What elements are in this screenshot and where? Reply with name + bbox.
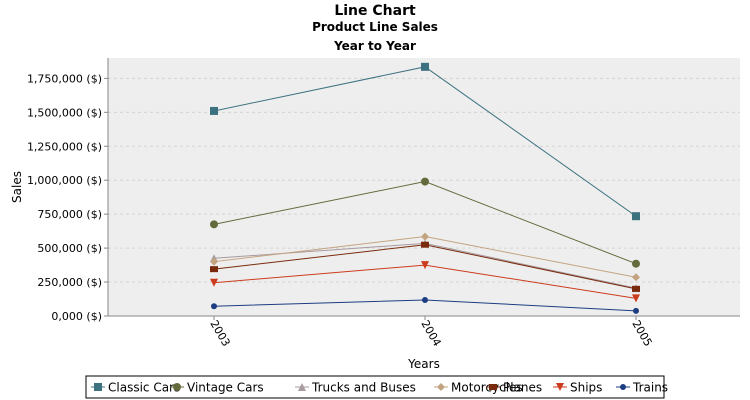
legend-label: Trucks and Buses bbox=[311, 381, 416, 395]
series-ships bbox=[210, 261, 640, 303]
series-vintage-cars bbox=[210, 177, 640, 268]
x-tick-label: 2005 bbox=[629, 318, 654, 349]
data-point-classic-cars bbox=[421, 62, 429, 71]
series-group bbox=[210, 62, 640, 314]
data-point-vintage-cars bbox=[632, 259, 640, 268]
y-tick-label: 500,000 ($) bbox=[37, 242, 102, 255]
data-point-vintage-cars bbox=[210, 220, 218, 229]
chart-title: Line Chart bbox=[334, 3, 416, 19]
legend-label: Classic Cars bbox=[108, 381, 180, 395]
data-point-trains bbox=[211, 303, 217, 310]
legend-item-ships: Ships bbox=[553, 381, 602, 395]
data-point-motorcycles bbox=[632, 273, 640, 282]
legend: Classic Cars Vintage Cars Trucks and Buses… bbox=[91, 381, 668, 395]
data-point-trains bbox=[633, 307, 639, 314]
data-point-vintage-cars bbox=[421, 177, 429, 186]
y-axis-ticks: 0,000 ($) 250,000 ($) 500,000 ($) 750,000 (… bbox=[27, 72, 108, 323]
data-point-ships bbox=[632, 294, 640, 303]
series-classic-cars bbox=[210, 62, 640, 221]
legend-label: Ships bbox=[570, 381, 602, 395]
data-point-motorcycles bbox=[421, 232, 429, 241]
legend-marker bbox=[556, 383, 564, 391]
legend-box bbox=[85, 375, 665, 399]
legend-marker bbox=[437, 383, 445, 391]
y-tick-label: 1,250,000 ($) bbox=[27, 140, 102, 153]
series-motorcycles bbox=[210, 232, 640, 282]
data-point-planes bbox=[210, 266, 218, 273]
legend-label: Vintage Cars bbox=[187, 381, 264, 395]
y-tick-label: 1,000,000 ($) bbox=[27, 174, 102, 187]
legend-marker bbox=[298, 383, 306, 391]
data-point-trains bbox=[422, 296, 428, 303]
legend-item-trucks-and-buses: Trucks and Buses bbox=[295, 381, 416, 395]
y-tick-label: 750,000 ($) bbox=[37, 208, 102, 221]
data-point-ships bbox=[421, 261, 429, 270]
legend-item-planes: Planes bbox=[486, 381, 542, 395]
legend-marker bbox=[94, 383, 102, 391]
x-tick-label: 2004 bbox=[418, 318, 443, 349]
data-point-planes bbox=[421, 241, 429, 248]
y-tick-label: 250,000 ($) bbox=[37, 276, 102, 289]
y-tick-label: 1,750,000 ($) bbox=[27, 72, 102, 85]
data-point-ships bbox=[210, 278, 218, 287]
data-point-classic-cars bbox=[210, 106, 218, 115]
legend-item-classic-cars: Classic Cars bbox=[91, 381, 180, 395]
data-point-motorcycles bbox=[210, 257, 218, 266]
plot-area bbox=[108, 58, 740, 316]
data-point-planes bbox=[632, 285, 640, 292]
legend-item-trains: Trains bbox=[616, 381, 668, 395]
legend-marker bbox=[620, 384, 626, 390]
series-planes bbox=[210, 241, 640, 292]
legend-marker bbox=[173, 383, 181, 391]
x-tick-label: 2003 bbox=[207, 318, 232, 349]
y-tick-label: 1,500,000 ($) bbox=[27, 106, 102, 119]
x-axis-label: Years bbox=[407, 357, 440, 371]
chart-subtitle-2: Year to Year bbox=[333, 39, 416, 53]
data-point-classic-cars bbox=[632, 212, 640, 221]
y-axis-label: Sales bbox=[10, 171, 24, 203]
series-trains bbox=[211, 296, 639, 314]
chart-subtitle-1: Product Line Sales bbox=[312, 20, 438, 34]
legend-label: Planes bbox=[503, 381, 542, 395]
legend-label: Trains bbox=[632, 381, 668, 395]
legend-item-vintage-cars: Vintage Cars bbox=[170, 381, 264, 395]
legend-marker bbox=[489, 384, 497, 390]
x-axis-ticks: 2003 2004 2005 bbox=[207, 316, 655, 349]
y-tick-label: 0,000 ($) bbox=[51, 310, 102, 323]
